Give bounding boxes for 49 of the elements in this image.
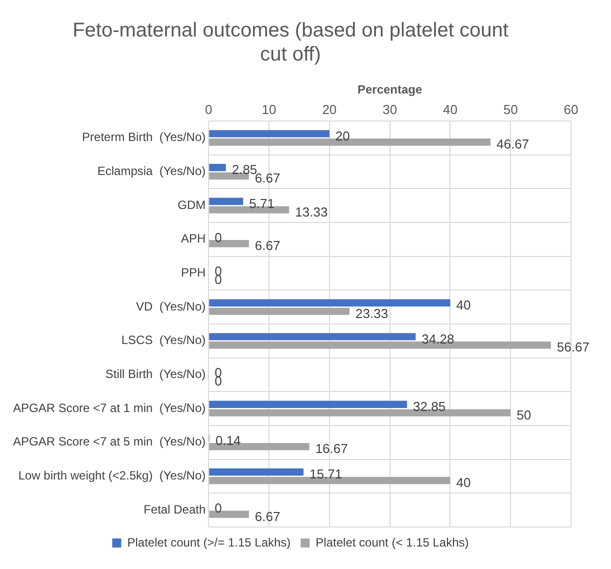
y-tick-label: PPH — [180, 266, 206, 280]
y-tick-label: Fetal Death — [144, 502, 206, 516]
x-tick-label: 40 — [442, 102, 458, 117]
y-tick-label: Eclampsia (Yes/No) — [97, 164, 206, 178]
bar — [209, 164, 226, 172]
y-tick-label: VD (Yes/No) — [136, 299, 206, 314]
y-tick-label: Preterm Birth (Yes/No) — [82, 130, 206, 144]
data-label: 0 — [214, 500, 222, 516]
x-axis-title: Percentage — [357, 82, 422, 97]
y-tick-label: APGAR Score <7 at 1 min (Yes/No) — [13, 400, 206, 415]
data-label: 13.33 — [295, 204, 328, 220]
chart-title: Feto-maternal outcomes (based on platelet count cut off) — [72, 20, 509, 66]
legend-label: Platelet count (>/= 1.15 Lakhs) — [127, 535, 291, 550]
y-tick-label: Still Birth (Yes/No) — [105, 367, 206, 382]
data-label: 16.67 — [315, 441, 348, 456]
legend-label: Platelet count (< 1.15 Lakhs) — [316, 535, 469, 550]
data-label: 56.67 — [556, 340, 590, 355]
data-label: 20 — [335, 128, 350, 144]
x-tick-label: 0 — [205, 102, 212, 117]
y-tick-label: APGAR Score <7 at 5 min (Yes/No) — [13, 434, 206, 449]
bar — [209, 468, 304, 476]
data-label: 23.33 — [356, 306, 388, 321]
y-tick-label: LSCS (Yes/No) — [121, 333, 206, 348]
y-tick-label: Low birth weight (<2.5kg) (Yes/No) — [18, 468, 206, 483]
data-label: 5.71 — [249, 196, 274, 211]
data-label: 46.67 — [496, 136, 530, 152]
bar — [209, 333, 416, 340]
data-label: 15.71 — [310, 466, 342, 482]
data-label: 40 — [456, 475, 471, 490]
data-label: 6.67 — [254, 508, 280, 524]
y-tick-label: APH — [180, 232, 206, 246]
data-label: 50 — [516, 407, 532, 422]
x-tick-label: 60 — [564, 102, 578, 117]
x-tick-label: 10 — [262, 102, 276, 117]
y-tick-label: GDM — [178, 198, 206, 212]
data-label: 40 — [456, 297, 471, 312]
data-label: 6.67 — [254, 238, 280, 254]
bar — [209, 400, 408, 408]
data-label: 34.28 — [422, 331, 454, 346]
x-tick-label: 20 — [322, 102, 337, 117]
bar — [209, 299, 450, 306]
x-tick-label: 30 — [382, 102, 398, 117]
data-label: 0 — [214, 230, 222, 245]
data-label: 0.14 — [215, 432, 241, 448]
bar — [209, 130, 330, 138]
bar — [209, 308, 350, 315]
bar — [209, 198, 244, 205]
data-label: 32.85 — [413, 398, 446, 414]
x-tick-label: 50 — [503, 102, 518, 117]
